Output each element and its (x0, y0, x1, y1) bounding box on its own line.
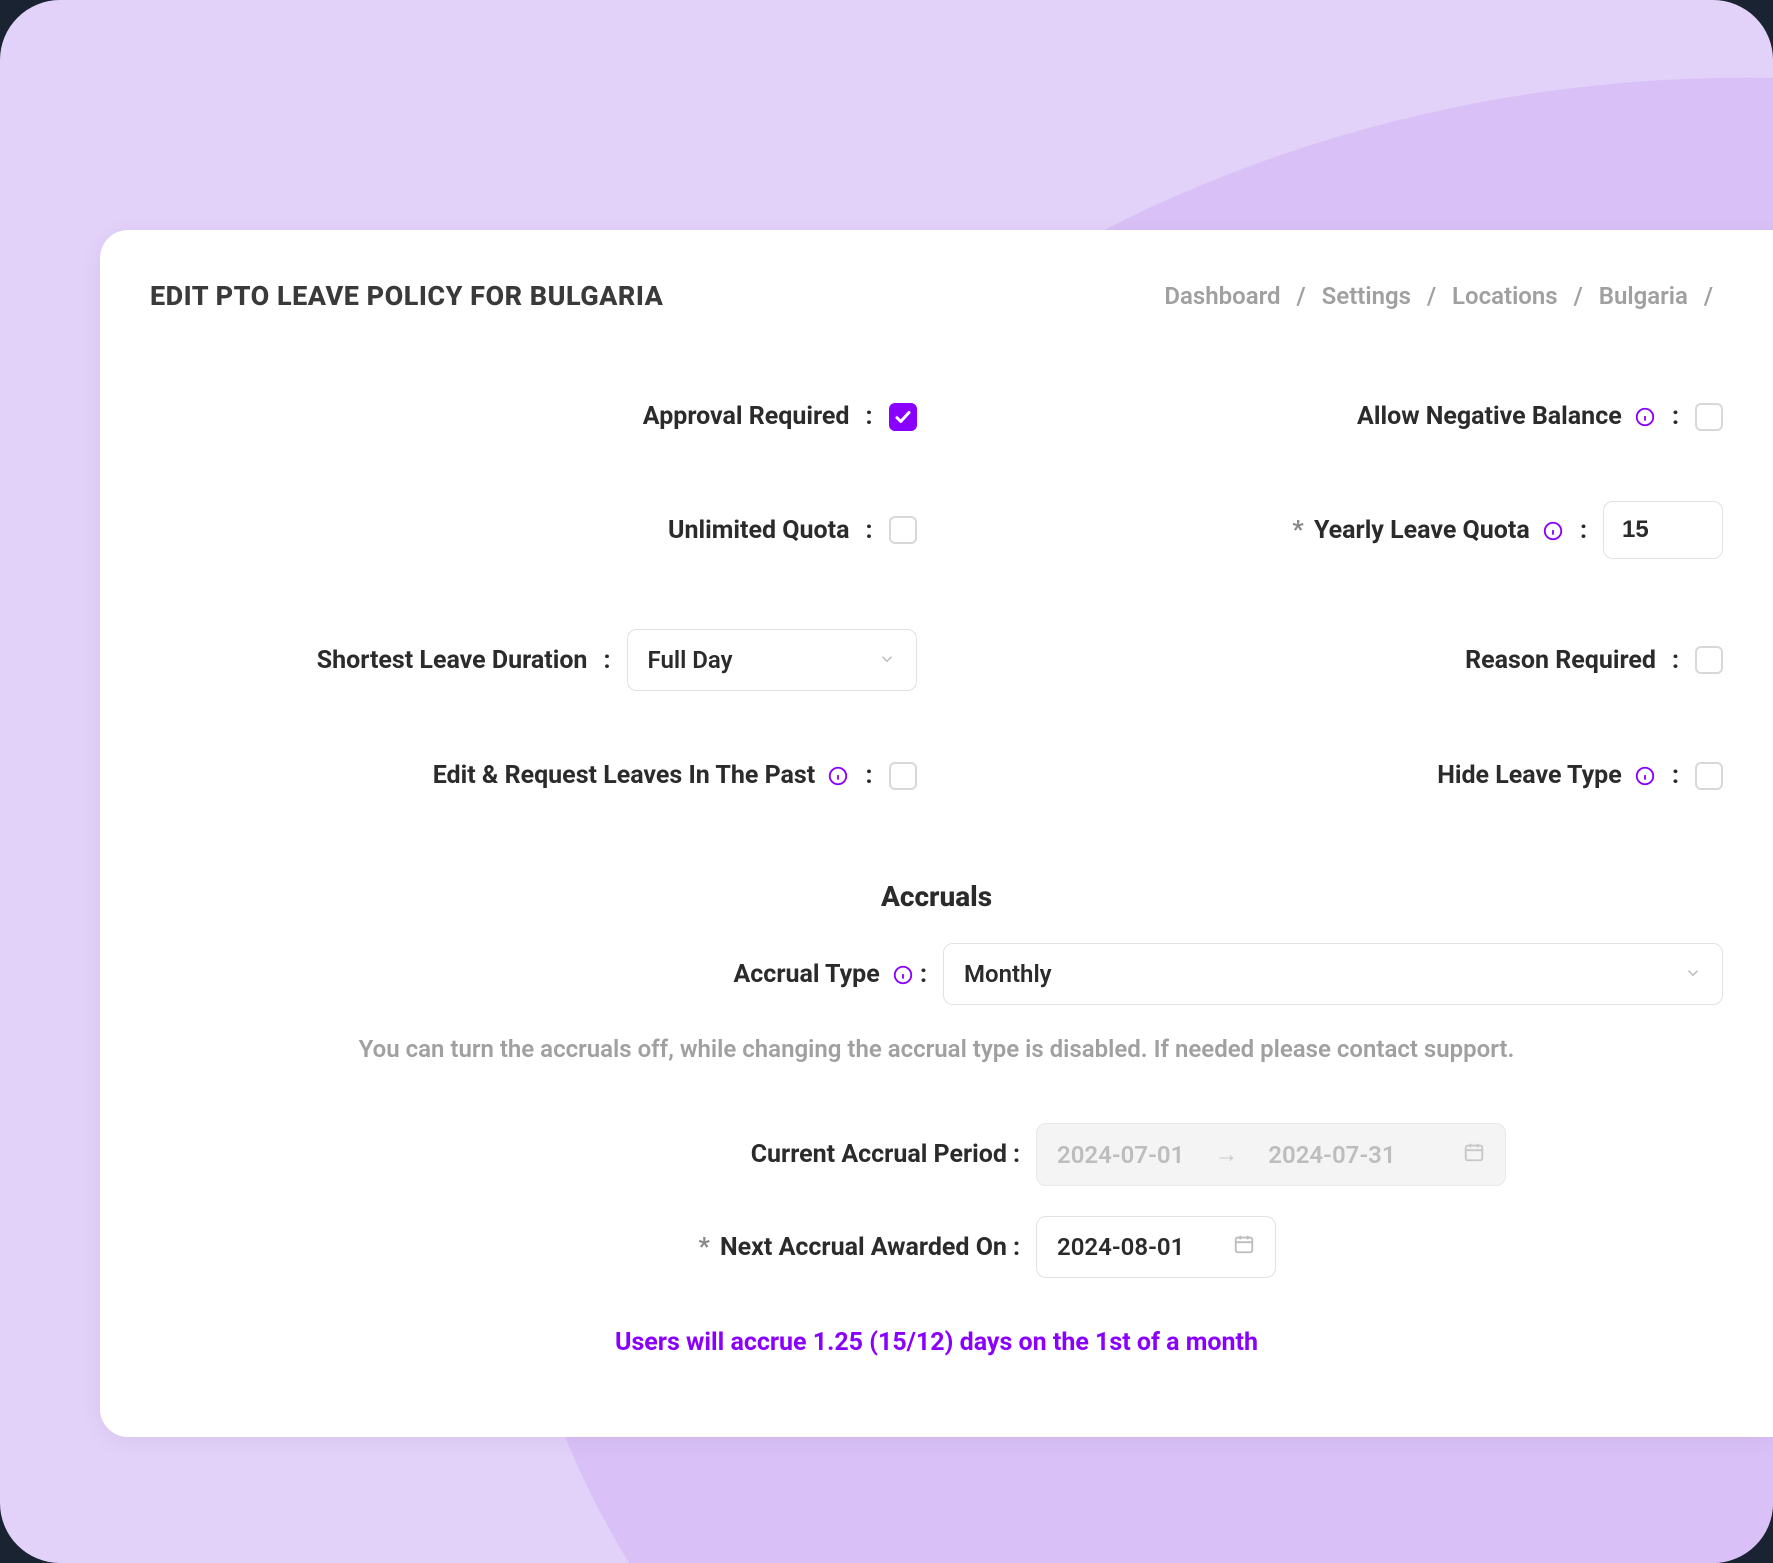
edit-request-past-checkbox[interactable] (889, 762, 917, 790)
main-card: EDIT PTO LEAVE POLICY FOR BULGARIA Dashb… (100, 230, 1773, 1437)
next-accrual-awarded-row: * Next Accrual Awarded On : 2024-08-01 (150, 1216, 1723, 1278)
shortest-leave-duration-row: Shortest Leave Duration : Full Day (150, 629, 917, 691)
allow-negative-balance-checkbox[interactable] (1695, 403, 1723, 431)
info-icon[interactable] (1634, 406, 1656, 428)
colon: : (1672, 646, 1679, 675)
unlimited-quota-checkbox[interactable] (889, 516, 917, 544)
colon: : (1013, 1233, 1020, 1262)
current-period-start: 2024-07-01 (1057, 1141, 1184, 1169)
current-accrual-period-label: Current Accrual Period (751, 1140, 1007, 1169)
arrow-right-icon: → (1214, 1140, 1238, 1169)
yearly-leave-quota-label: * Yearly Leave Quota (1292, 516, 1564, 545)
form-grid: Approval Required : Allow Negative Balan… (150, 402, 1723, 790)
calendar-icon (1463, 1141, 1485, 1169)
card-header: EDIT PTO LEAVE POLICY FOR BULGARIA Dashb… (150, 280, 1723, 312)
breadcrumb-dashboard[interactable]: Dashboard (1164, 282, 1280, 310)
breadcrumb-sep: / (1297, 282, 1306, 310)
shortest-leave-duration-label: Shortest Leave Duration (317, 646, 588, 675)
breadcrumb: Dashboard / Settings / Locations / Bulga… (1164, 282, 1723, 310)
required-asterisk: * (698, 1233, 709, 1262)
next-accrual-awarded-label-text: Next Accrual Awarded On (720, 1233, 1007, 1262)
chevron-down-icon (1684, 960, 1702, 988)
next-accrual-awarded-value: 2024-08-01 (1057, 1233, 1184, 1261)
breadcrumb-settings[interactable]: Settings (1322, 282, 1411, 310)
accrual-type-label-text: Accrual Type (733, 960, 879, 989)
accrual-type-value: Monthly (964, 960, 1052, 988)
accrual-type-row: Accrual Type : Monthly (150, 943, 1723, 1005)
breadcrumb-sep: / (1574, 282, 1583, 310)
required-asterisk: * (1292, 516, 1303, 545)
accrual-type-label: Accrual Type (733, 960, 913, 989)
accrual-message: Users will accrue 1.25 (15/12) days on t… (150, 1328, 1723, 1357)
breadcrumb-locations[interactable]: Locations (1452, 282, 1558, 310)
accruals-section-title: Accruals (150, 880, 1723, 913)
allow-negative-balance-label-text: Allow Negative Balance (1357, 402, 1622, 431)
yearly-leave-quota-input[interactable] (1603, 501, 1723, 559)
check-icon (894, 408, 912, 426)
edit-request-past-label-text: Edit & Request Leaves In The Past (433, 761, 816, 790)
hide-leave-type-label: Hide Leave Type (1437, 761, 1656, 790)
accruals-block: Accrual Type : Monthly You can turn the … (150, 943, 1723, 1357)
hide-leave-type-row: Hide Leave Type : (957, 761, 1724, 790)
approval-required-row: Approval Required : (150, 402, 917, 431)
colon: : (1672, 402, 1679, 431)
shortest-leave-duration-value: Full Day (648, 646, 733, 674)
breadcrumb-sep: / (1704, 282, 1713, 310)
yearly-leave-quota-label-text: Yearly Leave Quota (1314, 516, 1530, 545)
calendar-icon (1233, 1233, 1255, 1261)
chevron-down-icon (878, 646, 896, 674)
edit-request-past-row: Edit & Request Leaves In The Past : (150, 761, 917, 790)
shortest-leave-duration-select[interactable]: Full Day (627, 629, 917, 691)
colon: : (865, 761, 872, 790)
info-icon[interactable] (892, 964, 914, 986)
outer-background: EDIT PTO LEAVE POLICY FOR BULGARIA Dashb… (0, 0, 1773, 1563)
unlimited-quota-label: Unlimited Quota (668, 516, 849, 545)
current-accrual-period-range: 2024-07-01 → 2024-07-31 (1036, 1123, 1506, 1186)
yearly-leave-quota-row: * Yearly Leave Quota : (957, 501, 1724, 559)
reason-required-checkbox[interactable] (1695, 646, 1723, 674)
colon: : (1672, 761, 1679, 790)
reason-required-label: Reason Required (1465, 646, 1656, 675)
accrual-type-select[interactable]: Monthly (943, 943, 1723, 1005)
page-title: EDIT PTO LEAVE POLICY FOR BULGARIA (150, 280, 663, 312)
hide-leave-type-label-text: Hide Leave Type (1437, 761, 1622, 790)
next-accrual-awarded-input[interactable]: 2024-08-01 (1036, 1216, 1276, 1278)
colon: : (865, 516, 872, 545)
breadcrumb-sep: / (1427, 282, 1436, 310)
unlimited-quota-row: Unlimited Quota : (150, 501, 917, 559)
colon: : (1013, 1140, 1020, 1169)
accrual-helper-text: You can turn the accruals off, while cha… (150, 1035, 1723, 1063)
info-icon[interactable] (827, 765, 849, 787)
info-icon[interactable] (1634, 765, 1656, 787)
hide-leave-type-checkbox[interactable] (1695, 762, 1723, 790)
current-period-end: 2024-07-31 (1268, 1141, 1395, 1169)
reason-required-row: Reason Required : (957, 629, 1724, 691)
approval-required-label: Approval Required (643, 402, 850, 431)
info-icon[interactable] (1542, 520, 1564, 542)
edit-request-past-label: Edit & Request Leaves In The Past (433, 761, 850, 790)
colon: : (865, 402, 872, 431)
allow-negative-balance-row: Allow Negative Balance : (957, 402, 1724, 431)
approval-required-checkbox[interactable] (889, 403, 917, 431)
colon: : (1580, 516, 1587, 545)
current-accrual-period-row: Current Accrual Period : 2024-07-01 → 20… (150, 1123, 1723, 1186)
colon: : (920, 960, 927, 989)
breadcrumb-bulgaria[interactable]: Bulgaria (1599, 282, 1688, 310)
next-accrual-awarded-label: * Next Accrual Awarded On (698, 1233, 1007, 1262)
colon: : (603, 646, 610, 675)
allow-negative-balance-label: Allow Negative Balance (1357, 402, 1656, 431)
